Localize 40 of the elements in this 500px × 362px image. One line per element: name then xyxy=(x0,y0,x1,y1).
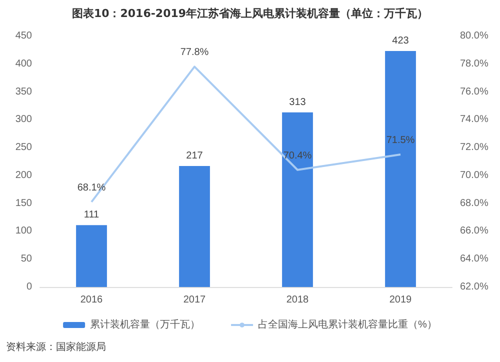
bar xyxy=(179,166,210,287)
data-label: 423 xyxy=(392,36,410,47)
data-label: 77.8% xyxy=(180,47,209,58)
data-label: 111 xyxy=(84,210,100,221)
y2-tick-label: 62.0% xyxy=(460,282,488,292)
data-label: 70.4% xyxy=(283,150,312,162)
y-tick-label: 50 xyxy=(20,254,32,265)
y2-tick-label: 74.0% xyxy=(460,114,488,126)
y2-tick-label: 66.0% xyxy=(460,226,488,237)
y2-tick-label: 70.0% xyxy=(460,170,488,181)
x-tick-label: 2019 xyxy=(389,294,412,306)
data-label: 217 xyxy=(186,150,204,162)
legend-label: 占全国海上风电累计装机容量比重（%） xyxy=(258,318,437,330)
data-label: 68.1% xyxy=(77,182,106,194)
y2-tick-label: 68.0% xyxy=(460,198,488,209)
text: 资料来源：国家能源局 xyxy=(6,340,106,354)
y2-tick-label: 78.0% xyxy=(460,58,488,70)
y2-tick-label: 72.0% xyxy=(460,142,488,154)
y-tick-label: 200 xyxy=(15,170,32,181)
x-tick-label: 2018 xyxy=(286,294,310,306)
bar xyxy=(76,225,107,287)
y-tick-label: 350 xyxy=(15,86,32,98)
chart-title: 图表10：2016-2019年江苏省海上风电累计装机容量（单位：万千瓦） xyxy=(70,6,430,21)
y-tick-label: 450 xyxy=(15,30,32,42)
y-tick-label: 150 xyxy=(15,198,32,209)
x-tick-label: 2016 xyxy=(80,294,104,306)
y-tick-label: 100 xyxy=(15,226,32,237)
data-label: 71.5% xyxy=(386,135,415,146)
legend-label: 累计装机容量（万千瓦） xyxy=(90,318,200,330)
bar xyxy=(282,112,313,287)
x-tick-label: 2017 xyxy=(183,294,206,306)
y2-tick-label: 80.0% xyxy=(460,30,488,42)
y-tick-label: 300 xyxy=(15,114,32,126)
y-tick-label: 250 xyxy=(15,142,32,154)
data-label: 313 xyxy=(289,96,306,108)
y-tick-label: 0 xyxy=(26,282,32,292)
y2-tick-label: 64.0% xyxy=(460,254,488,265)
y2-tick-label: 76.0% xyxy=(460,86,488,98)
bar xyxy=(385,51,416,287)
y-tick-label: 400 xyxy=(15,58,32,70)
